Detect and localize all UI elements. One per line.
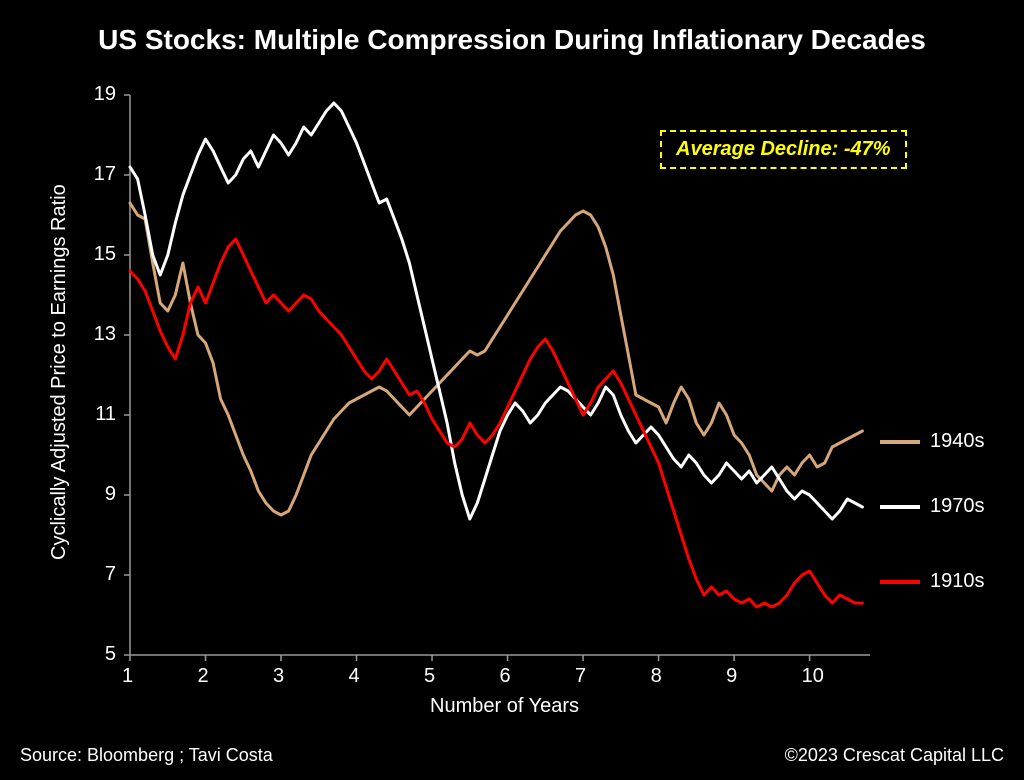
legend-item-1910s: 1910s bbox=[880, 570, 985, 593]
legend-swatch bbox=[880, 505, 920, 509]
legend-swatch bbox=[880, 580, 920, 584]
legend-item-1970s: 1970s bbox=[880, 495, 985, 518]
x-tick-label: 5 bbox=[424, 665, 435, 688]
x-tick-label: 3 bbox=[273, 665, 284, 688]
chart-plot-area bbox=[0, 0, 1024, 780]
legend-label: 1940s bbox=[930, 430, 985, 453]
x-tick-label: 6 bbox=[500, 665, 511, 688]
y-tick-label: 5 bbox=[105, 643, 116, 666]
y-tick-label: 11 bbox=[95, 403, 116, 426]
series-1970s bbox=[130, 103, 862, 519]
y-tick-label: 17 bbox=[94, 163, 116, 186]
y-tick-label: 7 bbox=[105, 563, 116, 586]
source-text: Source: Bloomberg ; Tavi Costa bbox=[20, 745, 273, 766]
x-tick-label: 9 bbox=[726, 665, 737, 688]
copyright-text: ©2023 Crescat Capital LLC bbox=[785, 745, 1004, 766]
x-tick-label: 2 bbox=[198, 665, 209, 688]
legend-label: 1970s bbox=[930, 495, 985, 518]
legend-label: 1910s bbox=[930, 570, 985, 593]
legend-item-1940s: 1940s bbox=[880, 430, 985, 453]
x-tick-label: 7 bbox=[575, 665, 586, 688]
x-tick-label: 4 bbox=[349, 665, 360, 688]
y-tick-label: 15 bbox=[94, 243, 116, 266]
x-tick-label: 8 bbox=[651, 665, 662, 688]
y-tick-label: 13 bbox=[94, 323, 116, 346]
y-tick-label: 19 bbox=[94, 83, 116, 106]
legend-swatch bbox=[880, 440, 920, 444]
y-tick-label: 9 bbox=[105, 483, 116, 506]
series-1910s bbox=[130, 239, 862, 607]
x-tick-label: 1 bbox=[122, 665, 133, 688]
x-tick-label: 10 bbox=[802, 665, 824, 688]
